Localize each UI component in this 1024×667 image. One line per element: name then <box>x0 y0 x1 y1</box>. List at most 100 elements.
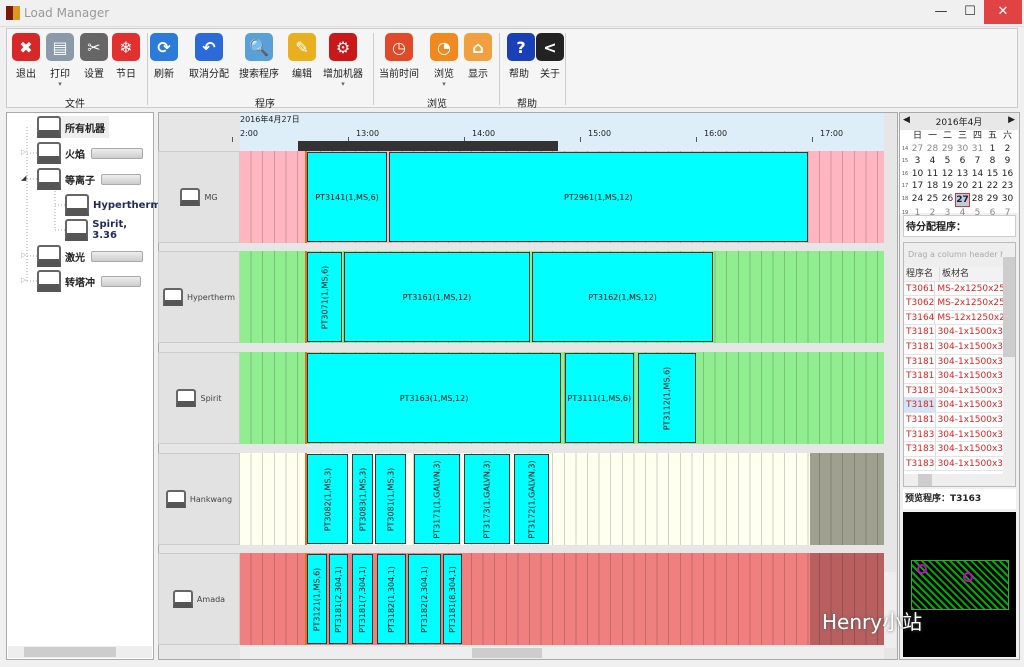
pencil-button[interactable]: ✎ 编辑 <box>287 33 317 80</box>
tree-node-plasma[interactable]: 等离子 <box>37 168 141 190</box>
calendar-day[interactable]: 10 <box>911 168 924 179</box>
job-bar[interactable]: PT3161(1,MS,12) <box>344 252 530 342</box>
calendar-day[interactable]: 3 <box>914 156 921 166</box>
calendar-day[interactable]: 29 <box>986 193 999 204</box>
pending-program-row[interactable]: T3181 304-1x1500x3 <box>904 383 1003 399</box>
pending-program-row[interactable]: T3181 304-1x1500x3 <box>904 339 1003 355</box>
calendar-day[interactable]: 11 <box>926 168 939 179</box>
calendar-day[interactable]: 20 <box>956 181 969 191</box>
calendar-day[interactable]: 25 <box>926 193 939 204</box>
job-bar[interactable]: PT3111(1,MS,6) <box>564 353 635 443</box>
calendar-day[interactable]: 15 <box>986 168 999 179</box>
tree-node-flame[interactable]: 火焰 <box>37 142 143 164</box>
calendar-day[interactable]: 7 <box>974 156 981 166</box>
job-bar[interactable]: PT3071(1,MS,6) <box>307 252 343 342</box>
calendar-day[interactable]: 6 <box>989 208 996 218</box>
job-bar[interactable]: PT3112(1,MS,6) <box>638 353 696 443</box>
expand-icon[interactable]: ▷ <box>21 276 27 284</box>
calendar-day[interactable]: 14 <box>971 168 984 179</box>
calendar-day[interactable]: 1 <box>989 143 996 154</box>
calendar-day[interactable]: 6 <box>959 156 966 166</box>
job-bar[interactable]: PT3173(1,GALVN,3) <box>464 454 511 544</box>
job-bar[interactable]: PT3083(1,MS,3) <box>351 454 374 544</box>
calendar-prev-button[interactable]: ◀ <box>903 115 910 125</box>
printer-button[interactable]: ▤ 打印 ▾ <box>45 33 75 88</box>
pending-program-row[interactable]: T3181 304-1x1500x3 <box>904 412 1003 428</box>
calendar-day[interactable]: 5 <box>944 156 951 166</box>
calendar-day[interactable]: 23 <box>1001 181 1014 191</box>
tools-button[interactable]: ✂ 设置 <box>79 33 109 80</box>
gantt-horizontal-scrollbar[interactable] <box>240 647 884 659</box>
refresh-button[interactable]: ⟳ 刷新 <box>149 33 179 80</box>
calendar-day[interactable]: 16 <box>1001 168 1014 179</box>
job-bar[interactable]: PT3171(1,GALVN,3) <box>413 454 461 544</box>
job-bar[interactable]: PT3081(1,MS,3) <box>375 454 406 544</box>
machine-lane[interactable]: PT3141(1,MS,6) PT2961(1,MS,12) <box>240 151 884 243</box>
calendar-day[interactable]: 9 <box>1004 156 1011 166</box>
calendar-day[interactable]: 17 <box>911 181 924 191</box>
job-bar[interactable]: PT2961(1,MS,12) <box>388 152 809 242</box>
calendar-day[interactable]: 7 <box>1004 208 1011 218</box>
job-bar[interactable]: PT3121(1,MS,6) <box>307 554 327 644</box>
gear-button[interactable]: ⚙ 增加机器 ▾ <box>321 33 365 88</box>
pending-program-row[interactable]: T3181 304-1x1500x3 <box>904 369 1003 384</box>
calendar-day[interactable]: 2 <box>1004 143 1011 154</box>
pending-program-row[interactable]: T3183 304-1x1500x3 <box>904 456 1003 472</box>
expand-icon[interactable]: ▷ <box>21 148 27 156</box>
clock-button[interactable]: ◔ 浏览 ▾ <box>429 33 459 88</box>
job-bar[interactable]: PT3181(7,304,1) <box>351 554 374 644</box>
tree-horizontal-scrollbar[interactable] <box>8 646 152 658</box>
calendar-day[interactable]: 22 <box>986 181 999 191</box>
pending-program-row[interactable]: T3181 304-1x1500x3 <box>904 354 1003 370</box>
search-button[interactable]: 🔍 搜索程序 <box>237 33 281 80</box>
calendar-next-button[interactable]: ▶ <box>1008 115 1015 125</box>
calendar-day[interactable]: 28 <box>971 193 984 204</box>
job-bar[interactable]: PT3163(1,MS,12) <box>307 353 561 443</box>
calendar-day-selected[interactable]: 27 <box>955 192 970 207</box>
tag-button[interactable]: ⌂ 显示 <box>463 33 493 80</box>
calendar-day[interactable]: 30 <box>1001 193 1014 204</box>
expand-icon[interactable]: ▷ <box>21 251 27 259</box>
visible-range-scrubber[interactable] <box>298 141 558 151</box>
job-bar[interactable]: PT3182(1,304,1) <box>377 554 406 644</box>
group-by-drop-area[interactable]: Drag a column header h <box>904 243 1003 267</box>
maximize-button[interactable]: ☐ <box>964 4 976 19</box>
help-button[interactable]: ? 帮助 <box>507 33 535 80</box>
pending-program-row[interactable]: T3181 304-1x1500x3 <box>904 325 1003 340</box>
calendar-day[interactable]: 27 <box>911 143 924 154</box>
column-header-sheet[interactable]: 板材名 <box>942 269 970 279</box>
job-bar[interactable]: PT3141(1,MS,6) <box>307 152 387 242</box>
pending-program-row[interactable]: T3061 MS-2x1250x25 <box>904 281 1005 297</box>
calendar-day[interactable]: 13 <box>956 168 969 179</box>
calendar-day[interactable]: 1 <box>914 208 921 218</box>
alarm-clock-button[interactable]: ◷ 当前时间 <box>377 33 421 80</box>
machine-lane[interactable]: PT3163(1,MS,12) PT3111(1,MS,6) PT3112(1,MS… <box>240 352 884 444</box>
job-bar[interactable]: PT3172(1,GALVN,3) <box>514 454 550 544</box>
pending-program-row[interactable]: T3062 MS-2x1250x25 <box>904 296 1005 311</box>
calendar-day[interactable]: 18 <box>926 181 939 191</box>
tree-node-laser[interactable]: 激光 <box>37 245 143 267</box>
calendar-day[interactable]: 26 <box>941 193 954 204</box>
machine-row-header[interactable]: MG <box>158 151 240 243</box>
calendar-day[interactable]: 28 <box>926 143 939 154</box>
calendar-day[interactable]: 5 <box>974 208 981 218</box>
pending-program-row[interactable]: T3183 304-1x1500x3 <box>904 427 1003 443</box>
minimize-button[interactable]: — <box>934 4 948 19</box>
pending-program-row[interactable]: T3183 304-1x1500x3 <box>904 442 1003 457</box>
pending-program-row[interactable]: T3181 304-1x1500x3 <box>904 398 1003 413</box>
calendar-day[interactable]: 24 <box>911 193 924 204</box>
grid-vertical-scrollbar[interactable] <box>1003 243 1015 475</box>
tree-node-all-machines[interactable]: 所有机器 <box>37 116 109 138</box>
machine-row-header[interactable]: Hankwang <box>158 453 240 545</box>
calendar-day[interactable]: 19 <box>941 181 954 191</box>
pending-program-row[interactable]: T3164 MS-12x1250x2 <box>904 310 1005 326</box>
calendar-day[interactable]: 29 <box>941 143 954 154</box>
calendar-day[interactable]: 21 <box>971 181 984 191</box>
calendar-day[interactable]: 4 <box>959 208 966 218</box>
job-bar[interactable]: PT3162(1,MS,12) <box>531 252 714 342</box>
calendar-day[interactable]: 31 <box>971 143 984 154</box>
machine-row-header[interactable]: Spirit <box>158 352 240 444</box>
calendar-day[interactable]: 30 <box>956 143 969 154</box>
tree-node-hypertherm[interactable]: Hypertherm <box>65 194 161 216</box>
machine-lane[interactable]: PT3082(1,MS,3) PT3083(1,MS,3) PT3081(1,MS,… <box>240 453 884 545</box>
